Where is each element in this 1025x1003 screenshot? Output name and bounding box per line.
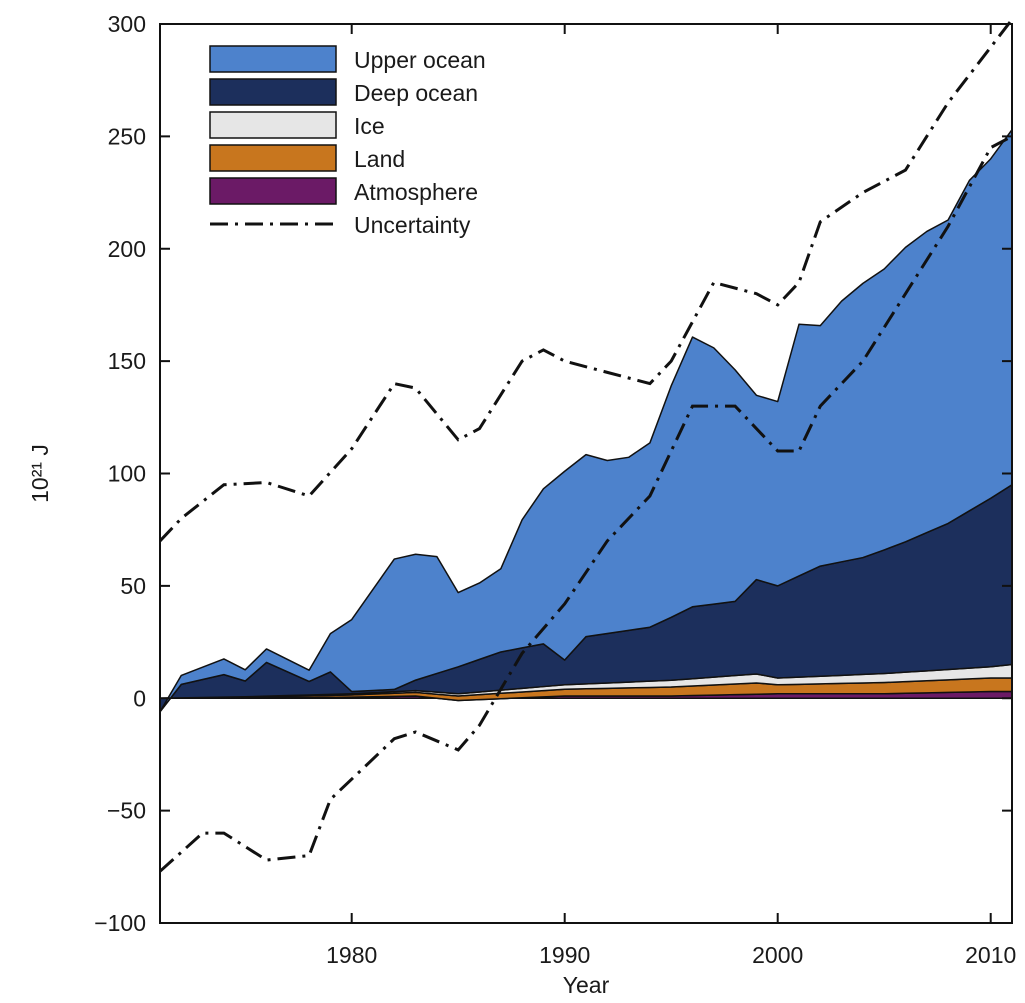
y-tick-label: −50 [107, 798, 146, 824]
uncertainty-lower-line [158, 135, 1013, 873]
y-tick-label: 200 [108, 236, 146, 262]
legend-label-ice: Ice [354, 113, 385, 139]
legend-label-atmosphere: Atmosphere [354, 179, 478, 205]
uncertainty-layer [158, 18, 1014, 873]
y-tick-label: 0 [133, 685, 146, 711]
legend-label-land: Land [354, 146, 405, 172]
y-tick-label: 100 [108, 461, 146, 487]
y-axis-title: 10²¹ J [27, 444, 53, 503]
legend: Upper ocean Deep ocean Ice Land Atmosphere Un… [209, 45, 486, 238]
legend-label-deep-ocean: Deep ocean [354, 80, 478, 106]
x-axis-title: Year [563, 972, 610, 998]
area-layer [159, 128, 1013, 713]
legend-swatch-atmosphere [209, 177, 337, 205]
legend-swatch-land [209, 144, 337, 172]
legend-label-upper-ocean: Upper ocean [354, 47, 486, 73]
y-tick-label: −100 [94, 910, 146, 936]
x-tick-label: 1980 [326, 942, 377, 968]
x-tick-label: 1990 [539, 942, 590, 968]
legend-swatch-ice [209, 111, 337, 139]
x-tick-label: 2010 [965, 942, 1016, 968]
y-tick-label: 300 [108, 11, 146, 37]
legend-swatch-deep-ocean [209, 78, 337, 106]
y-tick-label: 50 [120, 573, 146, 599]
legend-swatch-upper-ocean [209, 45, 337, 73]
y-tick-label: 150 [108, 348, 146, 374]
tick-layer: −100 −50 0 50 100 150 200 250 300 1980 1990 2000 201… [94, 11, 1016, 968]
legend-label-uncertainty: Uncertainty [354, 212, 471, 238]
uncertainty-upper-line [158, 18, 1014, 542]
y-tick-label: 250 [108, 123, 146, 149]
x-tick-label: 2000 [752, 942, 803, 968]
